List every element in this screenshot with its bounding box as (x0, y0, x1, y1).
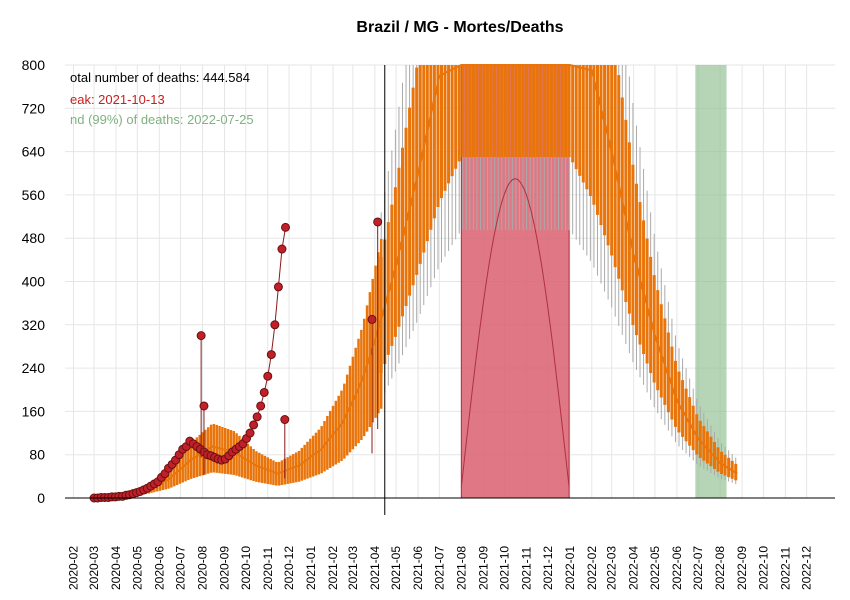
x-tick-label: 2020-07 (174, 546, 188, 590)
y-tick-label: 160 (22, 403, 46, 419)
observed-data (89, 217, 383, 503)
observed-point (277, 244, 287, 254)
observed-point (280, 415, 290, 425)
model-fit (124, 64, 738, 497)
observed-point (199, 401, 209, 411)
x-tick-label: 2020-09 (218, 546, 232, 590)
x-tick-label: 2021-11 (520, 547, 534, 590)
observed-point (266, 350, 276, 360)
x-tick-label: 2020-12 (282, 546, 296, 590)
y-tick-label: 240 (22, 360, 46, 376)
x-tick-label: 2022-06 (670, 546, 684, 590)
x-tick-label: 2020-04 (109, 546, 123, 590)
x-tick-label: 2020-10 (239, 546, 253, 590)
y-tick-label: 640 (22, 144, 46, 160)
peak-curve (460, 178, 570, 488)
x-tick-label: 2021-03 (346, 546, 360, 590)
x-tick-label: 2020-06 (152, 546, 166, 590)
observed-point (281, 222, 291, 232)
observed-point (256, 401, 266, 411)
y-tick-label: 480 (22, 230, 46, 246)
x-tick-label: 2020-11 (261, 547, 275, 590)
y-tick-label: 0 (37, 490, 45, 506)
x-tick-label: 2020-05 (130, 546, 144, 590)
x-tick-label: 2021-12 (541, 546, 555, 590)
x-tick-label: 2021-06 (411, 546, 425, 590)
x-tick-label: 2022-01 (563, 546, 577, 590)
observed-point (273, 282, 283, 292)
observed-point (249, 420, 259, 430)
x-tick-label: 2022-10 (756, 546, 770, 590)
x-tick-label: 2021-02 (326, 546, 340, 590)
x-tick-label: 2022-02 (585, 546, 599, 590)
chart-title: Brazil / MG - Mortes/Deaths (356, 19, 563, 36)
x-tick-label: 2021-07 (432, 546, 446, 590)
x-tick-label: 2022-05 (648, 546, 662, 590)
x-tick-label: 2020-08 (196, 546, 210, 590)
x-tick-label: 2021-01 (304, 546, 318, 590)
x-tick-label: 2020-02 (67, 546, 81, 590)
observed-point (367, 314, 377, 324)
grid (65, 64, 835, 499)
model-fit-line (125, 319, 383, 497)
x-tick-label: 2021-09 (476, 546, 490, 590)
x-tick-label: 2022-09 (735, 546, 749, 590)
model-fit-line (380, 64, 738, 475)
y-tick-label: 400 (22, 274, 46, 290)
x-tick-label: 2020-03 (87, 546, 101, 590)
x-tick-label: 2021-08 (454, 546, 468, 590)
y-tick-label: 320 (22, 317, 46, 333)
x-tick-label: 2021-05 (389, 546, 403, 590)
observed-point (259, 387, 269, 397)
total-deaths-annotation: otal number of deaths: 444.584 (70, 70, 250, 85)
x-tick-label: 2022-04 (627, 546, 641, 590)
observed-point (252, 412, 262, 422)
axes: 0 80 160 240 320 400 480 560 640 720 800 2020-02 202… (22, 57, 835, 590)
observed-point (196, 331, 206, 341)
peak-annotation: eak: 2021-10-13 (70, 92, 165, 107)
end-annotation: nd (99%) of deaths: 2022-07-25 (70, 112, 254, 127)
x-tick-label: 2022-12 (800, 546, 814, 590)
y-tick-label: 720 (22, 100, 46, 116)
x-tick-label: 2021-10 (498, 546, 512, 590)
x-tick-label: 2022-07 (691, 546, 705, 590)
x-tick-label: 2022-08 (713, 546, 727, 590)
x-tick-label: 2022-03 (605, 546, 619, 590)
y-tick-label: 80 (29, 447, 45, 463)
observed-point (263, 371, 273, 381)
x-tick-label: 2021-04 (368, 546, 382, 590)
x-tick-label: 2022-11 (778, 547, 792, 590)
y-tick-label: 800 (22, 57, 46, 73)
observed-point (373, 217, 383, 227)
observed-point (270, 320, 280, 330)
observed-point (245, 428, 255, 438)
y-tick-label: 560 (22, 187, 46, 203)
